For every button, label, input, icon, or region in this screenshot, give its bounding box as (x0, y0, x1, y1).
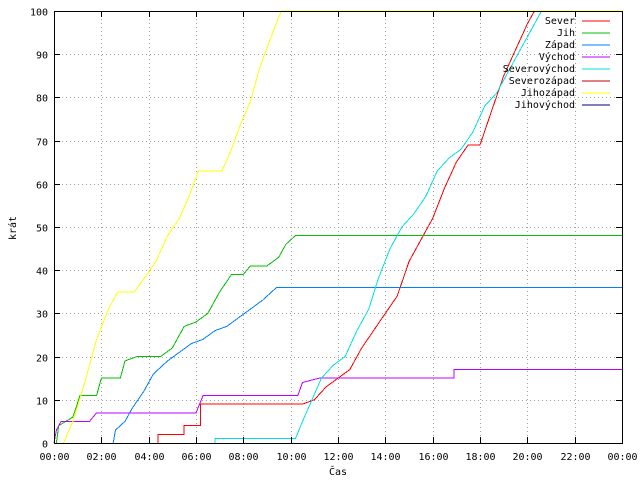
x-tick-label: 14:00 (370, 452, 400, 463)
y-tick-label: 80 (36, 94, 48, 105)
y-tick-label: 10 (36, 397, 48, 408)
y-tick-label: 70 (36, 138, 48, 149)
chart-ticks (54, 11, 623, 444)
y-tick-labels: 0 10 20 30 40 50 60 70 80 90 100 (30, 8, 48, 451)
legend-label: Sever (545, 16, 575, 27)
legend-label: Jihovýchod (515, 99, 575, 111)
legend-label: Východ (539, 51, 575, 63)
legend-label: Jih (557, 28, 575, 39)
legend-label: Západ (545, 39, 575, 51)
x-tick-label: 16:00 (418, 452, 448, 463)
x-tick-label: 04:00 (134, 452, 164, 463)
x-tick-label: 20:00 (512, 452, 542, 463)
legend-label: Jihozápad (521, 87, 575, 99)
x-tick-label: 08:00 (228, 452, 258, 463)
x-tick-label: 10:00 (276, 452, 306, 463)
legend-label: Severovýchod (503, 63, 575, 75)
y-tick-label: 20 (36, 354, 48, 365)
series-line-jihozápad (63, 10, 622, 444)
x-tick-label: 22:00 (560, 452, 590, 463)
x-tick-label: 12:00 (323, 452, 353, 463)
y-tick-label: 40 (36, 267, 48, 278)
series-line-sever (157, 10, 622, 443)
y-tick-label: 60 (36, 181, 48, 192)
series-line-jih (55, 235, 622, 444)
chart-series-layer (53, 10, 622, 444)
y-tick-label: 90 (36, 51, 48, 62)
x-tick-label: 00:00 (39, 452, 69, 463)
y-axis-label: krát (7, 216, 19, 240)
x-tick-label: 00:00 (607, 452, 637, 463)
y-tick-label: 50 (36, 224, 48, 235)
y-tick-label: 0 (42, 440, 48, 451)
series-line-východ (53, 369, 622, 444)
x-tick-labels: 00:00 02:00 04:00 06:00 08:00 10:00 12:00 14:00… (39, 452, 637, 463)
series-line-severovýchod (214, 10, 622, 443)
x-tick-label: 06:00 (181, 452, 211, 463)
y-tick-label: 100 (30, 8, 48, 19)
x-tick-label: 18:00 (465, 452, 495, 463)
x-tick-label: 02:00 (86, 452, 116, 463)
y-tick-label: 30 (36, 310, 48, 321)
chart-grid (54, 11, 622, 443)
chart-legend: SeverJihZápadVýchodSeverovýchodSeverozáp… (503, 16, 610, 111)
x-axis-label: Čas (329, 465, 347, 478)
legend-label: Severozápad (509, 75, 575, 87)
